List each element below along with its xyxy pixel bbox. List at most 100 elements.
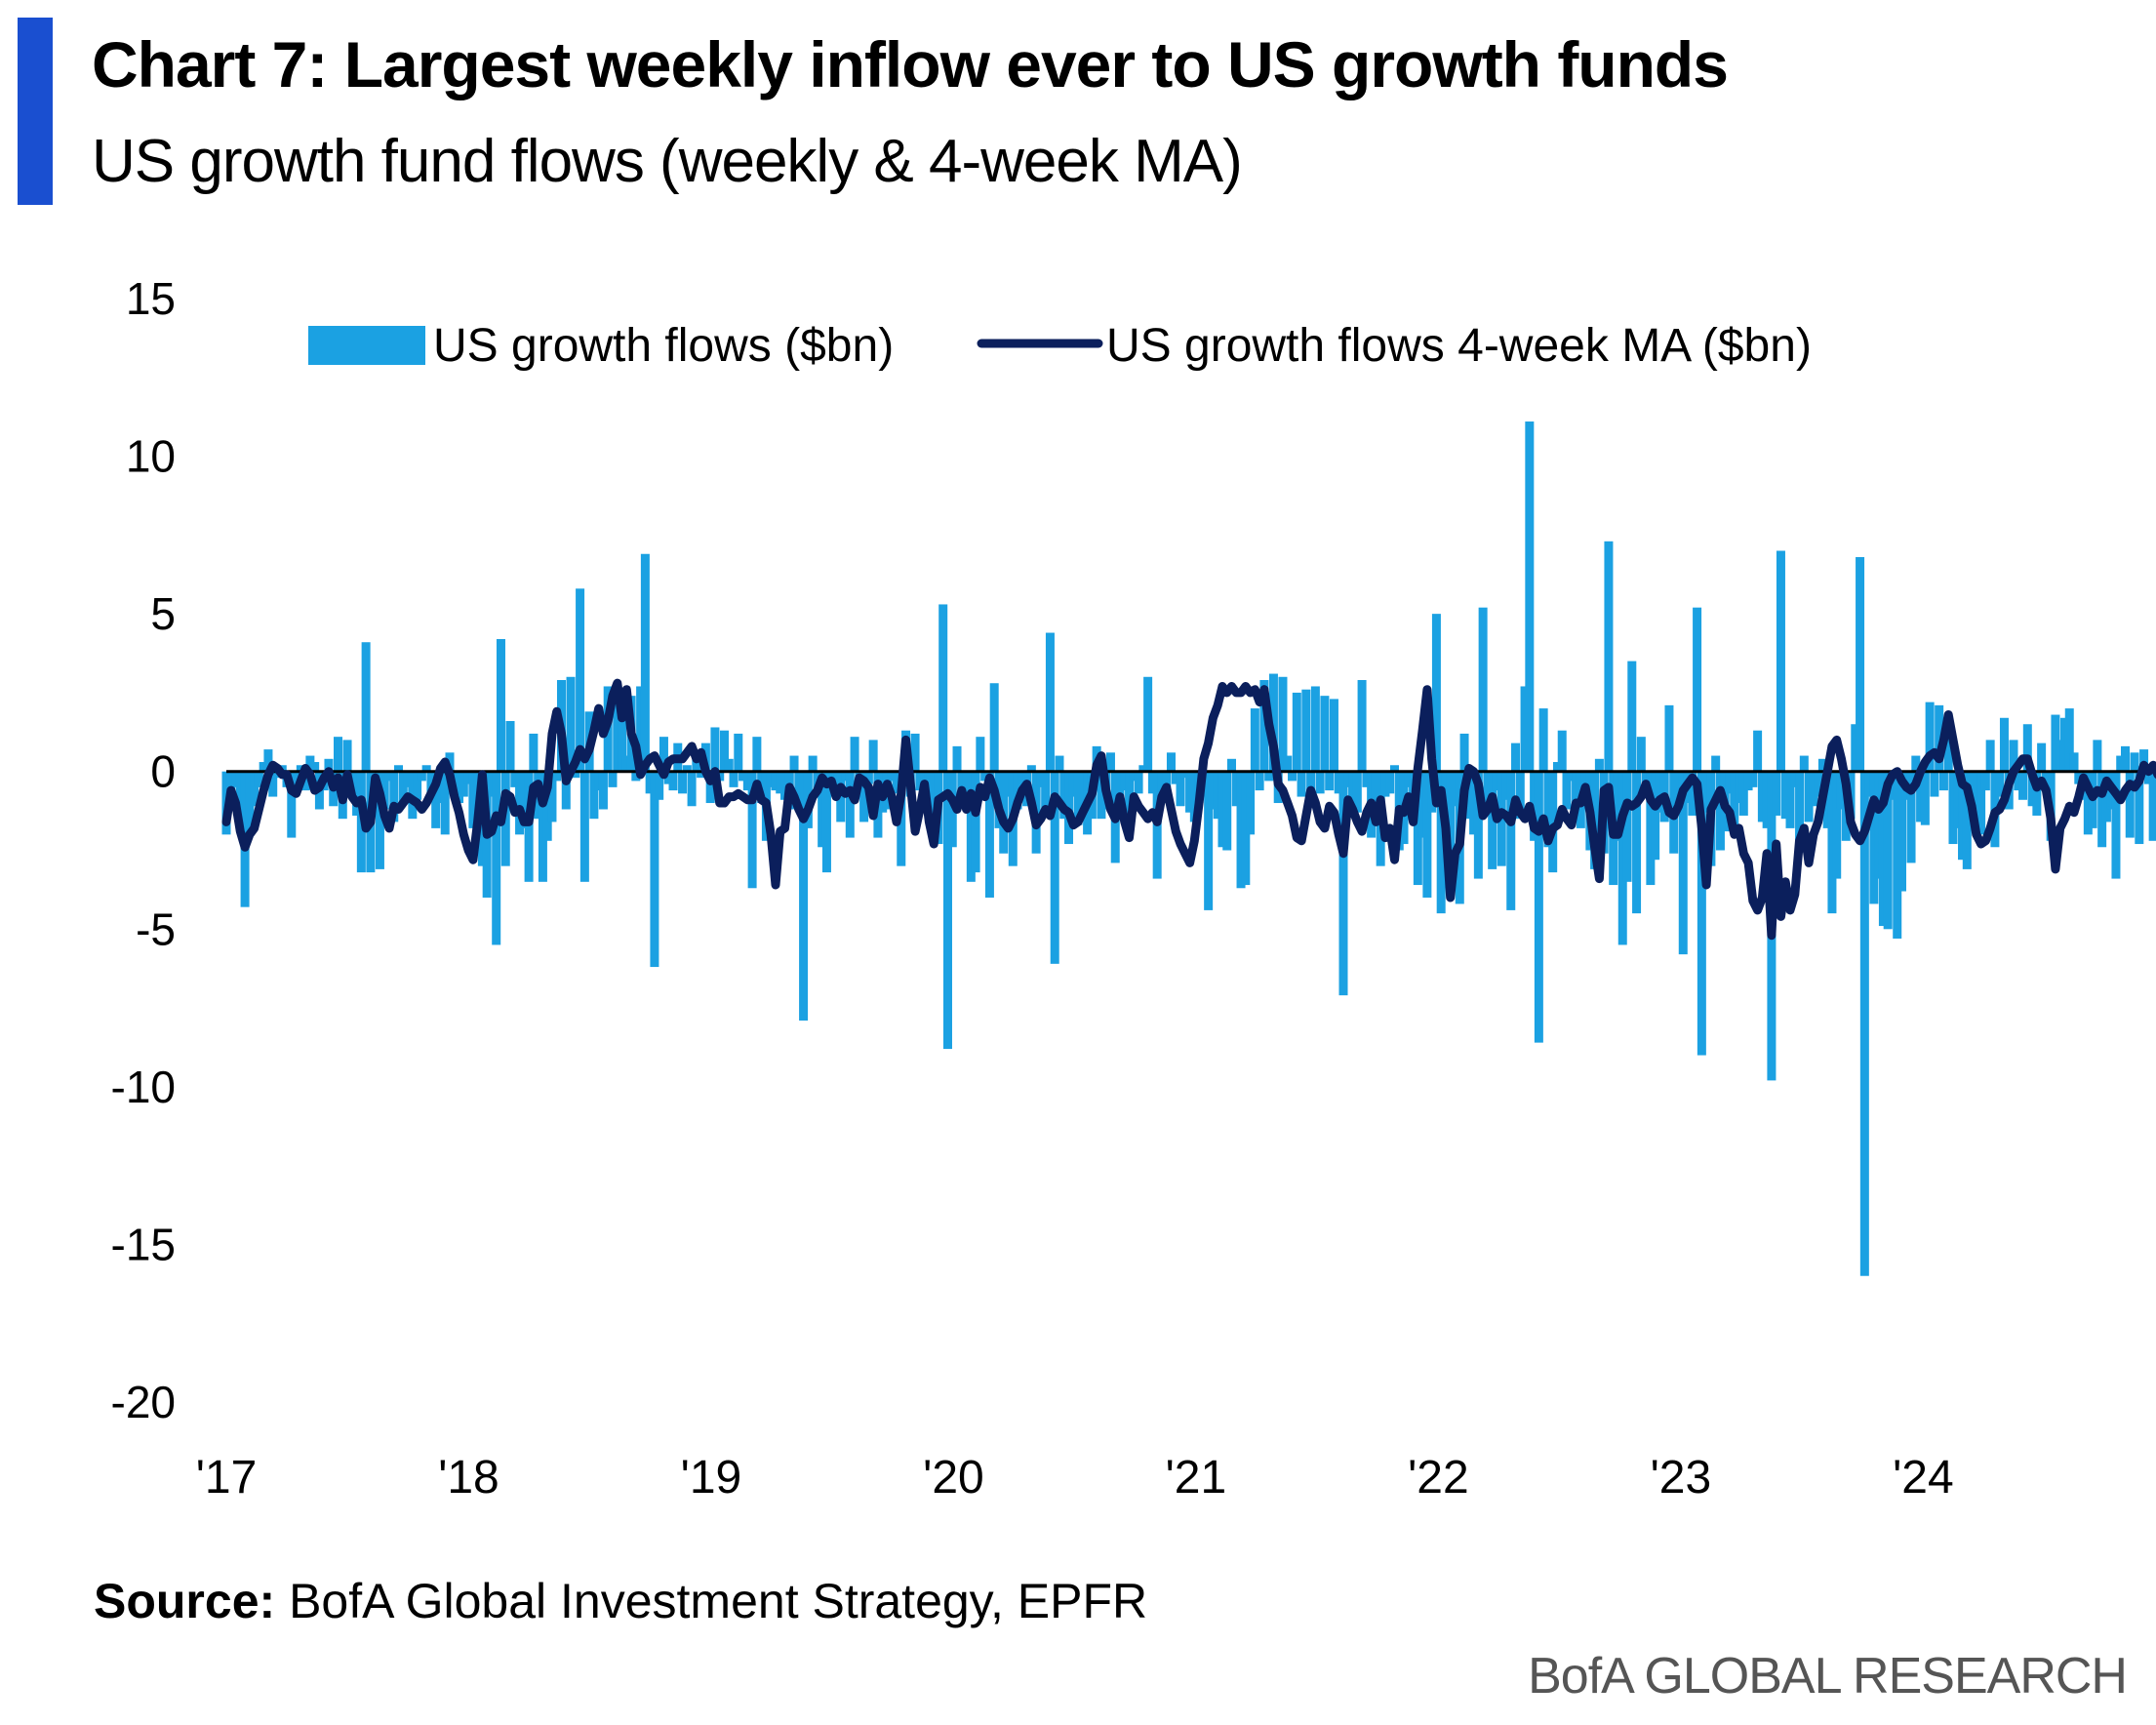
- flow-bar: [621, 755, 631, 772]
- flow-bar: [342, 740, 352, 772]
- flow-bar: [1972, 771, 1981, 810]
- y-tick-label: 15: [126, 273, 176, 324]
- flow-bar: [1250, 708, 1259, 772]
- flow-bar: [1817, 758, 1827, 772]
- flow-bar: [1678, 771, 1688, 955]
- flow-bar: [375, 771, 384, 869]
- flow-bar: [1804, 771, 1814, 822]
- flow-bar: [1431, 614, 1441, 772]
- flow-bar: [608, 771, 618, 787]
- flow-bar: [808, 755, 818, 772]
- flow-bar: [1236, 771, 1246, 889]
- flow-bar: [766, 771, 776, 787]
- flow-bar: [579, 771, 589, 882]
- flow-bar: [1068, 771, 1078, 797]
- flow-bar: [324, 758, 334, 772]
- x-tick-label: '17: [196, 1452, 258, 1504]
- flow-bar: [2022, 724, 2032, 772]
- flow-bar: [929, 771, 938, 820]
- flow-bar: [1459, 733, 1469, 772]
- flow-bar: [1943, 721, 1953, 772]
- flow-bar: [752, 737, 762, 772]
- flow-bar: [1436, 771, 1446, 914]
- flow-bar: [1572, 771, 1581, 820]
- flow-bar: [631, 771, 641, 782]
- x-tick-label: '23: [1651, 1452, 1712, 1504]
- flow-bar: [1189, 771, 1199, 822]
- flow-bar: [1827, 771, 1837, 914]
- flow-bar: [1176, 771, 1185, 807]
- flow-bar: [1362, 771, 1372, 787]
- flow-bar: [2093, 740, 2102, 772]
- flow-bar: [1404, 771, 1414, 787]
- flow-bar: [2135, 771, 2144, 845]
- flow-bar: [1772, 771, 1781, 816]
- flow-bar: [966, 771, 976, 882]
- flow-bar: [571, 771, 580, 779]
- source-text: BofA Global Investment Strategy, EPFR: [289, 1574, 1148, 1628]
- flow-bar: [892, 771, 901, 794]
- flow-bar: [645, 771, 655, 794]
- flow-bar: [1259, 680, 1269, 772]
- flow-bar: [1916, 771, 1926, 822]
- flow-bar: [1501, 771, 1511, 800]
- flow-bar: [1958, 771, 1968, 861]
- flow-bar: [1748, 771, 1758, 787]
- flow-bar: [1859, 771, 1869, 1276]
- flow-bar: [1018, 771, 1027, 787]
- flow-bar: [598, 771, 608, 810]
- flow-bar: [547, 771, 557, 822]
- flow-bar: [245, 771, 255, 835]
- flow-bar: [2148, 771, 2156, 841]
- flow-bar: [379, 771, 389, 810]
- flow-bar: [529, 733, 539, 772]
- flow-bar: [636, 686, 646, 772]
- flow-bar: [1166, 752, 1176, 772]
- flow-bar: [2014, 771, 2023, 791]
- flow-bar: [1985, 740, 1995, 772]
- flow-bar: [1730, 771, 1739, 828]
- flow-bar: [417, 771, 426, 782]
- flow-bar: [1906, 771, 1916, 863]
- flow-bar: [841, 771, 851, 782]
- flow-bar: [1492, 771, 1501, 791]
- flow-bar: [1738, 771, 1748, 816]
- flow-bar: [1874, 771, 1884, 879]
- flow-bar: [659, 737, 668, 772]
- flow-bar: [1613, 771, 1622, 841]
- flow-bar: [650, 771, 659, 968]
- flow-bar: [850, 737, 859, 772]
- flow-bar: [1948, 771, 1958, 845]
- flow-bar: [2125, 771, 2135, 838]
- flow-bar: [1050, 771, 1059, 964]
- flow-bar: [1753, 730, 1763, 772]
- flow-bar: [2083, 771, 2093, 835]
- flow-bar: [1641, 771, 1651, 787]
- flow-bar: [971, 771, 980, 873]
- flow-bar: [1162, 771, 1172, 787]
- flow-bar: [440, 771, 450, 835]
- flow-bar: [742, 771, 752, 791]
- flow-bar: [1776, 550, 1785, 772]
- flow-bar: [821, 771, 831, 873]
- flow-bar: [1962, 771, 1972, 869]
- flow-bar: [1780, 771, 1790, 820]
- flow-bar: [1292, 692, 1301, 772]
- flow-bar: [859, 771, 869, 822]
- legend-label-bars: US growth flows ($bn): [433, 320, 894, 372]
- flow-bar: [250, 771, 260, 807]
- source-note: Source: BofA Global Investment Strategy,…: [94, 1573, 1147, 1629]
- flow-bar: [739, 771, 748, 782]
- flow-bar: [468, 771, 478, 828]
- source-label: Source:: [94, 1574, 276, 1628]
- flow-bar: [1134, 771, 1143, 794]
- flow-bar: [1655, 771, 1664, 813]
- flow-bar: [305, 755, 315, 772]
- flow-bar: [1464, 771, 1474, 820]
- flow-bar: [1836, 771, 1846, 810]
- flow-bar: [2097, 771, 2107, 848]
- x-axis-ticks: '17 '18 '19 '20 '21 '22 '23 '24: [196, 1452, 1954, 1504]
- flow-bar: [1004, 771, 1014, 797]
- flow-bar: [1757, 771, 1767, 822]
- flow-bar: [1469, 771, 1479, 835]
